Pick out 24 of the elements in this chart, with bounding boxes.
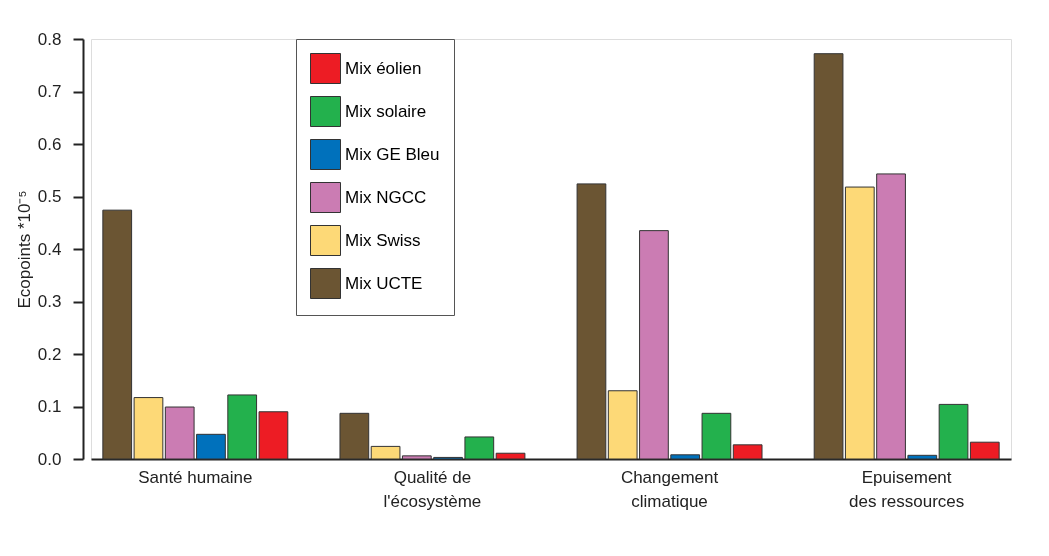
x-tick-label: Qualité de l'écosystème xyxy=(383,467,482,511)
y-tick-label: 0.0 xyxy=(37,449,62,469)
legend-label: Mix éolien xyxy=(345,58,422,78)
y-tick-label: 0.4 xyxy=(37,239,62,259)
legend-label: Mix NGCC xyxy=(345,187,427,207)
legend-label: Mix GE Bleu xyxy=(345,144,440,164)
y-tick-label: 0.2 xyxy=(37,344,62,364)
y-tick-label: 0.7 xyxy=(37,82,62,101)
legend-label: Mix UCTE xyxy=(345,273,423,293)
bar xyxy=(339,412,370,460)
legend-label: Mix Swiss xyxy=(345,230,421,250)
y-tick-label: 0.1 xyxy=(37,397,62,416)
x-tick-label: Epuisement des ressources xyxy=(849,467,965,511)
y-tick-label: 0.5 xyxy=(37,187,62,206)
y-axis-title: Ecopoints *10⁻⁵ xyxy=(14,190,34,309)
bar xyxy=(495,452,526,460)
x-tick-label: Santé humaine xyxy=(138,467,253,487)
legend-label: Mix solaire xyxy=(345,101,427,121)
y-tick-label: 0.3 xyxy=(37,292,62,311)
bar xyxy=(732,444,763,460)
bar xyxy=(576,183,607,460)
y-tick-label: 0.6 xyxy=(37,134,62,154)
x-tick-label: Changement climatique xyxy=(620,467,719,511)
y-tick-label: 0.8 xyxy=(37,29,62,49)
